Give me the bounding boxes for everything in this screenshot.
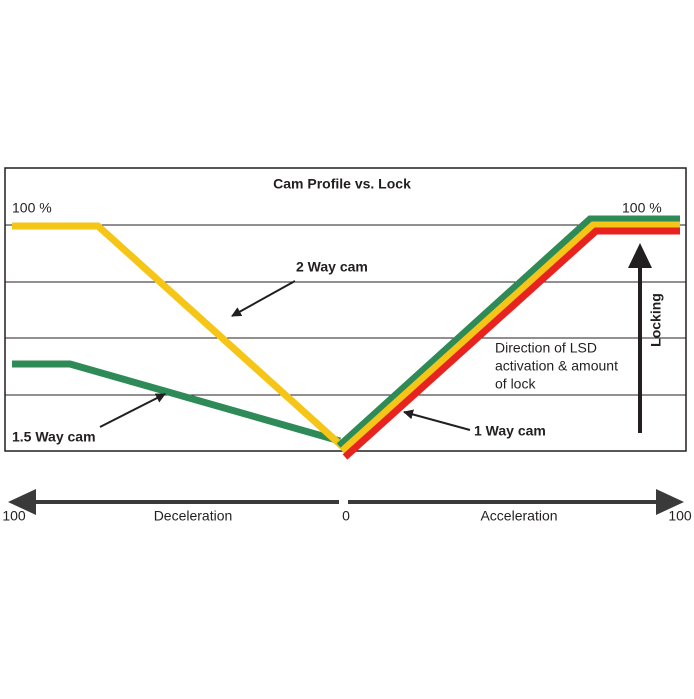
axis-label: 0 (342, 508, 350, 524)
red-accel (342, 227, 680, 460)
curve-label: 1.5 Way cam (12, 429, 96, 445)
axis-label: 100 (668, 508, 692, 524)
max-label: 100 % (622, 200, 662, 216)
yellow-accel (339, 221, 680, 454)
description: activation & amount (495, 358, 618, 374)
chart-frame (4, 167, 687, 452)
axis-label: 100 (2, 508, 26, 524)
axis-label: Deceleration (154, 508, 233, 524)
pointer (99, 393, 166, 428)
grid (5, 224, 686, 396)
axis-label: Acceleration (480, 508, 557, 524)
two-way-decel (12, 222, 346, 450)
description: Direction of LSD (495, 340, 597, 356)
pointer (231, 280, 296, 317)
pointer (403, 409, 471, 431)
title: Cam Profile vs. Lock (273, 176, 411, 192)
one-five-way-decel (12, 360, 341, 445)
locking-arrowhead (628, 243, 652, 268)
axis-arrowhead (656, 489, 684, 515)
cam-curves (12, 215, 680, 460)
curve-label: 1 Way cam (474, 423, 546, 439)
description: of lock (495, 376, 536, 392)
max-label: 100 % (12, 200, 52, 216)
curve-label: 2 Way cam (296, 259, 368, 275)
locking-label: Locking (648, 293, 664, 347)
green-accel (336, 215, 680, 449)
axis-arrowhead (8, 489, 36, 515)
